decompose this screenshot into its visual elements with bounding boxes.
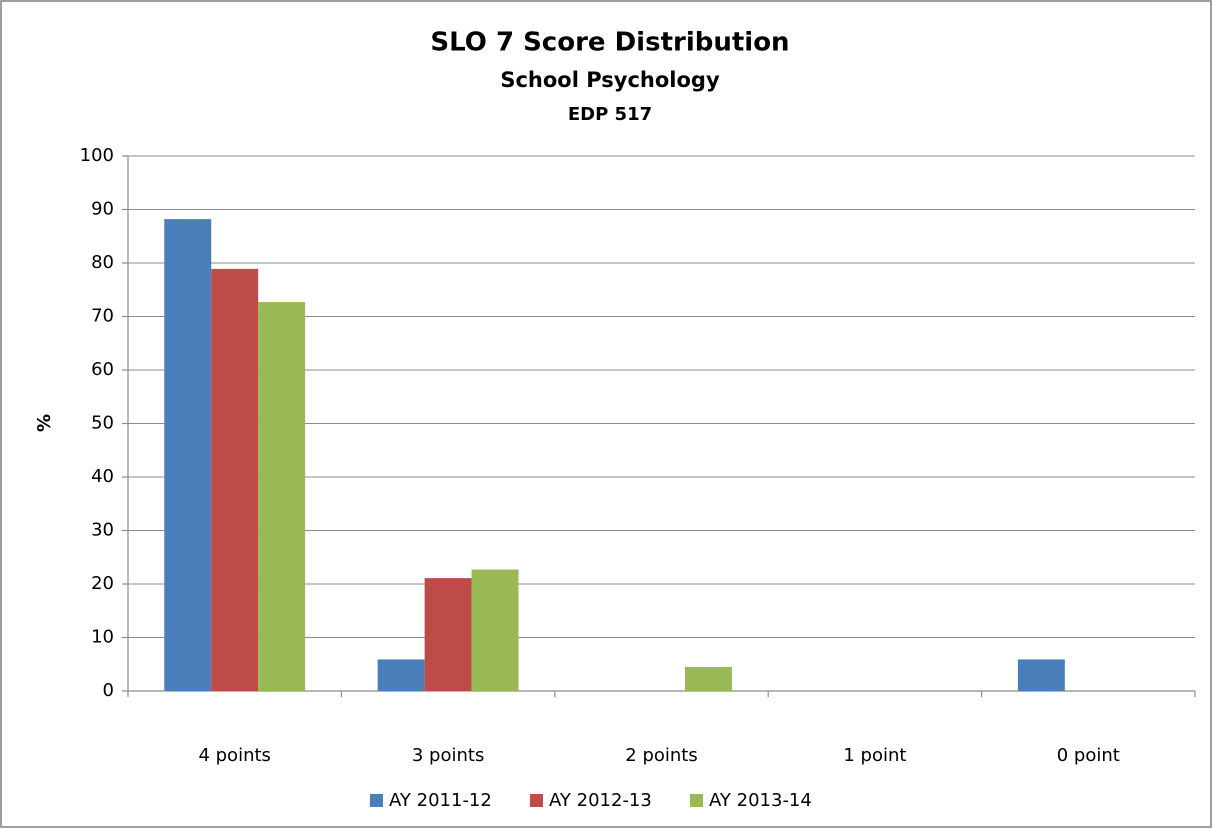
chart-subtitle: School Psychology <box>500 68 720 92</box>
legend-label: AY 2013-14 <box>709 790 812 811</box>
bar <box>211 268 259 691</box>
y-tick-label: 20 <box>91 573 114 594</box>
legend-swatch <box>370 794 383 807</box>
y-tick-label: 90 <box>91 199 114 220</box>
bar <box>377 659 425 691</box>
x-tick-label: 2 points <box>625 745 697 766</box>
y-tick-label: 80 <box>91 252 114 273</box>
y-axis-label: % <box>34 414 55 432</box>
bar <box>258 302 306 691</box>
x-tick-label: 3 points <box>412 745 484 766</box>
chart-subtitle: EDP 517 <box>568 104 652 125</box>
chart-title: SLO 7 Score Distribution <box>430 28 789 58</box>
bar <box>684 666 732 691</box>
legend-label: AY 2012-13 <box>549 790 652 811</box>
legend-label: AY 2011-12 <box>389 790 492 811</box>
y-tick-label: 70 <box>91 306 114 327</box>
y-tick-label: 30 <box>91 520 114 541</box>
y-tick-label: 0 <box>103 680 114 701</box>
legend-swatch <box>530 794 543 807</box>
legend-swatch <box>690 794 703 807</box>
bar <box>164 219 212 691</box>
bar <box>1017 659 1065 691</box>
y-tick-label: 40 <box>91 466 114 487</box>
x-tick-label: 1 point <box>843 745 906 766</box>
x-tick-label: 0 point <box>1057 745 1120 766</box>
bar <box>424 578 472 691</box>
y-tick-label: 100 <box>80 145 114 166</box>
x-tick-label: 4 points <box>198 745 270 766</box>
y-tick-label: 60 <box>91 359 114 380</box>
bar <box>471 569 519 691</box>
y-tick-label: 50 <box>91 413 114 434</box>
y-tick-label: 10 <box>91 627 114 648</box>
